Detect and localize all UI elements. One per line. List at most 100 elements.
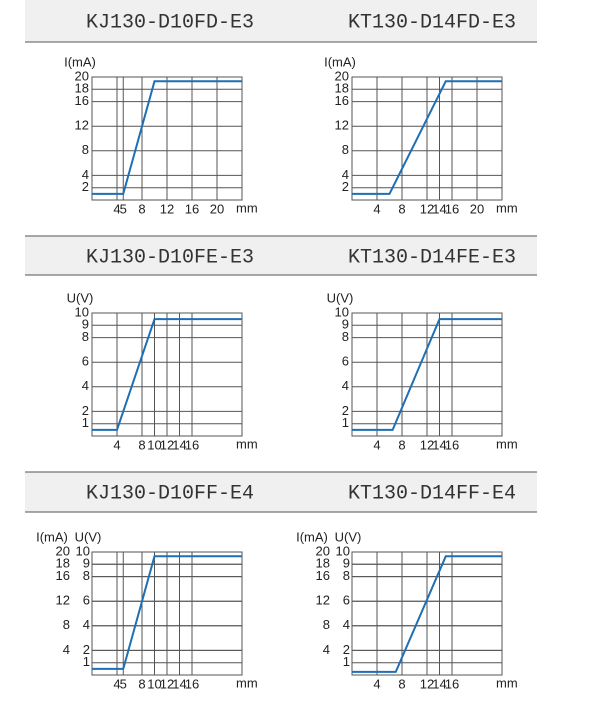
chart-title: KJ130-D10FF-E4: [86, 482, 254, 505]
header-band: [25, 236, 537, 275]
x-tick-label: 4: [373, 437, 380, 452]
y-tick-label: 1: [82, 415, 89, 430]
y2-tick-label: 4: [83, 617, 90, 632]
plot-frame: [351, 312, 503, 437]
data-line: [352, 318, 502, 431]
x-tick-label: 4: [113, 676, 120, 691]
y-tick-label: 10: [335, 304, 349, 319]
y-tick-label: 4: [342, 378, 349, 393]
y-axis-label: I(mA): [296, 529, 328, 544]
x-tick-label: 14: [432, 201, 446, 216]
y-tick-label: 4: [342, 167, 349, 182]
y2-tick-label: 4: [343, 617, 350, 632]
x-tick-label: 5: [120, 676, 127, 691]
y2-axis-label: U(V): [75, 529, 102, 544]
y-tick-label: 18: [335, 81, 349, 96]
x-tick-label: 8: [398, 676, 405, 691]
x-axis-label: mm: [236, 675, 258, 690]
chart-title: KT130-D14FF-E4: [348, 482, 516, 505]
y2-tick-label: 9: [83, 556, 90, 571]
y-tick-label: 18: [75, 81, 89, 96]
y2-tick-label: 2: [83, 642, 90, 657]
y-tick-label: 16: [316, 568, 330, 583]
y2-tick-label: 1: [343, 654, 350, 669]
data-line: [92, 318, 242, 431]
y-tick-label: 2: [342, 179, 349, 194]
y-tick-label: 16: [56, 568, 70, 583]
chart-title: KT130-D14FD-E3: [348, 11, 516, 34]
y-tick-label: 20: [316, 543, 330, 558]
y-tick-label: 9: [82, 317, 89, 332]
y2-tick-label: 10: [336, 543, 350, 558]
y-tick-label: 16: [75, 93, 89, 108]
y-tick-label: 9: [342, 317, 349, 332]
plot-frame: [91, 312, 243, 437]
y2-tick-label: 8: [83, 568, 90, 583]
plot-frame: [91, 76, 243, 201]
x-tick-label: 12: [160, 676, 174, 691]
x-tick-label: 8: [138, 201, 145, 216]
y-tick-label: 1: [342, 415, 349, 430]
y-axis-label: U(V): [67, 290, 94, 305]
y2-tick-label: 2: [343, 642, 350, 657]
data-line: [352, 555, 502, 673]
y-tick-label: 8: [323, 617, 330, 632]
y-tick-label: 20: [335, 68, 349, 83]
x-tick-label: 8: [138, 676, 145, 691]
header-band: [25, 472, 537, 512]
y-tick-label: 12: [316, 593, 330, 608]
data-line: [92, 555, 242, 670]
x-tick-label: 4: [113, 437, 120, 452]
y-axis-label: I(mA): [36, 529, 68, 544]
x-tick-label: 16: [185, 437, 199, 452]
x-tick-label: 10: [147, 676, 161, 691]
y-tick-label: 8: [342, 142, 349, 157]
x-tick-label: 16: [185, 201, 199, 216]
header-band: [25, 0, 537, 42]
y2-axis-label: U(V): [335, 529, 362, 544]
chart-title: KJ130-D10FD-E3: [86, 11, 254, 34]
y2-tick-label: 6: [343, 593, 350, 608]
x-tick-label: 14: [172, 437, 186, 452]
x-tick-label: 12: [160, 201, 174, 216]
y-tick-label: 6: [342, 354, 349, 369]
y-tick-label: 18: [316, 556, 330, 571]
x-tick-label: 8: [398, 201, 405, 216]
y-tick-label: 16: [335, 93, 349, 108]
data-line: [352, 80, 502, 195]
x-tick-label: 12: [420, 201, 434, 216]
x-tick-label: 8: [398, 437, 405, 452]
x-axis-label: mm: [496, 436, 518, 451]
chart-title: KT130-D14FE-E3: [348, 246, 516, 269]
x-tick-label: 20: [470, 201, 484, 216]
x-tick-label: 4: [113, 201, 120, 216]
y2-tick-label: 10: [76, 543, 90, 558]
y-tick-label: 20: [56, 543, 70, 558]
x-tick-label: 16: [445, 437, 459, 452]
y-tick-label: 8: [342, 329, 349, 344]
y2-tick-label: 1: [83, 654, 90, 669]
y-axis-label: I(mA): [64, 54, 96, 69]
data-line: [92, 80, 242, 195]
y-tick-label: 8: [82, 142, 89, 157]
x-tick-label: 8: [138, 437, 145, 452]
y-tick-label: 12: [335, 118, 349, 133]
x-tick-label: 16: [445, 201, 459, 216]
x-tick-label: 16: [185, 676, 199, 691]
x-axis-label: mm: [236, 200, 258, 215]
y-tick-label: 4: [63, 642, 70, 657]
x-axis-label: mm: [496, 200, 518, 215]
plot-frame: [91, 551, 243, 676]
x-tick-label: 4: [373, 676, 380, 691]
x-axis-label: mm: [496, 675, 518, 690]
y2-tick-label: 6: [83, 593, 90, 608]
y-tick-label: 20: [75, 68, 89, 83]
y-tick-label: 2: [342, 403, 349, 418]
chart-title: KJ130-D10FE-E3: [86, 246, 254, 269]
x-tick-label: 14: [432, 676, 446, 691]
plot-frame: [351, 76, 503, 201]
y-tick-label: 8: [82, 329, 89, 344]
y-tick-label: 4: [82, 167, 89, 182]
y-tick-label: 2: [82, 403, 89, 418]
